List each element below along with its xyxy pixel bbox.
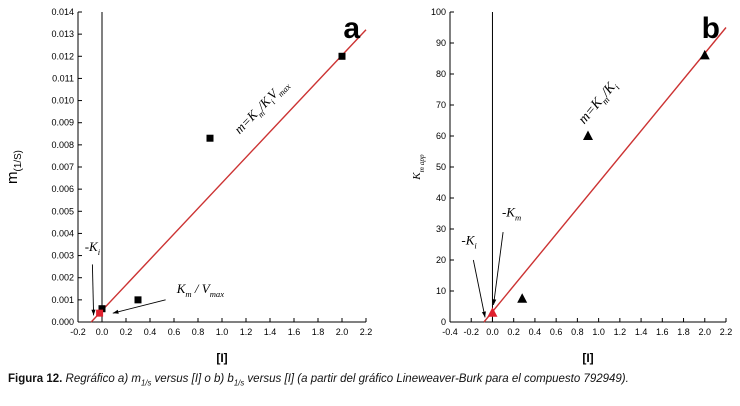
svg-text:70: 70 <box>436 100 446 110</box>
caption-text-2: versus [I] o b) b <box>151 373 234 385</box>
caption-text-3: versus [I] (a partir del gráfico Linewea… <box>244 373 629 385</box>
svg-text:m(1/S): m(1/S) <box>4 150 24 184</box>
svg-text:1.2: 1.2 <box>614 327 627 337</box>
svg-text:0.009: 0.009 <box>51 118 74 128</box>
svg-text:0.008: 0.008 <box>51 140 74 150</box>
charts-row: 0.000 0.001 0.002 0.003 0.004 0.005 0.006 0.007… <box>0 0 738 368</box>
svg-text:-Ki: -Ki <box>461 233 477 251</box>
svg-text:0.6: 0.6 <box>168 327 181 337</box>
svg-text:0.8: 0.8 <box>192 327 205 337</box>
svg-text:2.0: 2.0 <box>336 327 349 337</box>
svg-text:2.0: 2.0 <box>699 327 712 337</box>
svg-text:m=Km/Ki: m=Km/Ki <box>576 78 622 129</box>
svg-text:90: 90 <box>436 38 446 48</box>
svg-text:0.004: 0.004 <box>51 228 74 238</box>
svg-text:1.0: 1.0 <box>592 327 605 337</box>
caption-sub-2: 1/s <box>233 378 245 388</box>
svg-text:2.2: 2.2 <box>360 327 373 337</box>
svg-text:m=Km/KiVmax: m=Km/KiVmax <box>231 76 293 139</box>
svg-text:0.001: 0.001 <box>51 295 74 305</box>
svg-text:30: 30 <box>436 224 446 234</box>
svg-text:Km app: Km app <box>411 154 426 181</box>
svg-text:1.8: 1.8 <box>677 327 690 337</box>
svg-text:10: 10 <box>436 286 446 296</box>
svg-text:50: 50 <box>436 162 446 172</box>
svg-text:0.005: 0.005 <box>51 206 74 216</box>
figure-caption: Figura 12. Regráfico a) m1/s versus [I] … <box>0 368 740 388</box>
svg-text:0.007: 0.007 <box>51 162 74 172</box>
svg-text:0.013: 0.013 <box>51 29 74 39</box>
svg-text:0: 0 <box>441 317 446 327</box>
svg-text:0.2: 0.2 <box>507 327 520 337</box>
svg-text:-0.2: -0.2 <box>70 327 86 337</box>
svg-text:0.006: 0.006 <box>51 184 74 194</box>
chart-b: 0 10 20 30 40 50 60 70 80 90 100 -0.4 -0.2 0.0 0.2 0.4 0… <box>386 0 738 368</box>
svg-text:0.003: 0.003 <box>51 251 74 261</box>
svg-text:Km / Vmax: Km / Vmax <box>176 281 224 299</box>
svg-text:60: 60 <box>436 131 446 141</box>
svg-text:20: 20 <box>436 255 446 265</box>
svg-text:0.4: 0.4 <box>144 327 157 337</box>
svg-text:0.0: 0.0 <box>96 327 109 337</box>
svg-text:[I]: [I] <box>216 351 227 365</box>
svg-text:1.0: 1.0 <box>216 327 229 337</box>
svg-text:1.4: 1.4 <box>635 327 648 337</box>
svg-text:0.000: 0.000 <box>51 317 74 327</box>
svg-text:0.002: 0.002 <box>51 273 74 283</box>
svg-text:1.6: 1.6 <box>656 327 669 337</box>
svg-text:1.4: 1.4 <box>264 327 277 337</box>
svg-text:-Ki: -Ki <box>85 239 101 257</box>
svg-text:0.014: 0.014 <box>51 7 74 17</box>
svg-text:0.4: 0.4 <box>529 327 542 337</box>
svg-text:-0.4: -0.4 <box>442 327 458 337</box>
svg-text:-0.2: -0.2 <box>463 327 479 337</box>
svg-text:0.2: 0.2 <box>120 327 133 337</box>
svg-text:2.2: 2.2 <box>720 327 733 337</box>
svg-text:b: b <box>702 12 720 45</box>
svg-text:0.6: 0.6 <box>550 327 563 337</box>
caption-body: Regráfico a) m1/s versus [I] o b) b1/s v… <box>62 373 629 388</box>
caption-text-1: Regráfico a) m <box>62 373 141 385</box>
svg-text:0.012: 0.012 <box>51 51 74 61</box>
caption-label: Figura 12. <box>8 373 63 385</box>
svg-text:0.0: 0.0 <box>486 327 499 337</box>
svg-text:0.010: 0.010 <box>51 96 74 106</box>
svg-text:80: 80 <box>436 69 446 79</box>
svg-text:40: 40 <box>436 193 446 203</box>
caption-sub-1: 1/s <box>140 378 152 388</box>
chart-a: 0.000 0.001 0.002 0.003 0.004 0.005 0.006 0.007… <box>0 0 386 368</box>
svg-text:100: 100 <box>431 7 446 17</box>
svg-text:[I]: [I] <box>582 351 593 365</box>
svg-text:0.8: 0.8 <box>571 327 584 337</box>
svg-text:-Km: -Km <box>502 205 521 223</box>
svg-text:0.011: 0.011 <box>52 73 74 83</box>
svg-text:1.2: 1.2 <box>240 327 253 337</box>
svg-text:1.6: 1.6 <box>288 327 301 337</box>
svg-text:a: a <box>343 12 360 45</box>
svg-text:1.8: 1.8 <box>312 327 325 337</box>
